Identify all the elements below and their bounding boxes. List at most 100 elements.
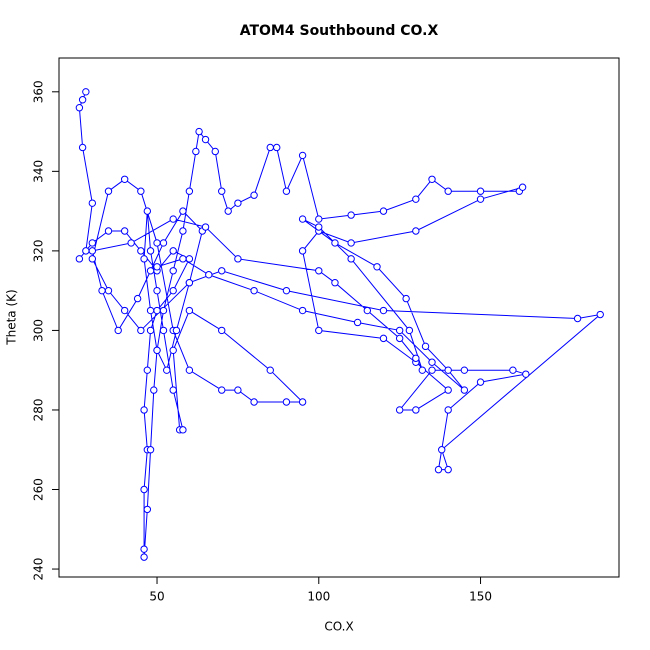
data-point bbox=[412, 354, 420, 362]
data-point bbox=[234, 199, 242, 207]
data-point bbox=[140, 485, 148, 494]
data-point bbox=[137, 187, 145, 195]
data-point bbox=[75, 255, 84, 263]
data-point bbox=[573, 314, 582, 323]
data-point bbox=[224, 207, 232, 215]
data-point bbox=[172, 326, 181, 335]
data-point bbox=[143, 366, 152, 374]
data-point bbox=[298, 398, 307, 406]
data-point bbox=[169, 215, 177, 223]
data-point bbox=[438, 446, 446, 454]
data-point bbox=[140, 545, 148, 553]
data-point bbox=[395, 406, 404, 414]
data-point bbox=[88, 199, 97, 207]
data-point bbox=[133, 294, 142, 303]
data-point bbox=[82, 247, 90, 255]
data-point bbox=[169, 386, 177, 394]
data-point bbox=[140, 553, 148, 561]
data-point bbox=[120, 175, 129, 183]
data-point bbox=[143, 505, 152, 514]
data-point bbox=[159, 326, 168, 335]
data-point bbox=[250, 286, 258, 295]
y-tick-label: 280 bbox=[32, 399, 46, 422]
data-point bbox=[298, 306, 307, 315]
data-point bbox=[363, 306, 372, 315]
data-point bbox=[395, 334, 404, 343]
data-point bbox=[250, 191, 258, 199]
data-point bbox=[460, 366, 469, 374]
x-axis-label: CO.X bbox=[324, 620, 353, 634]
data-point bbox=[82, 88, 90, 96]
x-tick-label: 100 bbox=[307, 590, 330, 604]
data-point bbox=[234, 386, 242, 394]
data-point bbox=[153, 306, 161, 315]
data-point bbox=[347, 239, 355, 247]
data-point bbox=[153, 286, 161, 295]
data-point bbox=[159, 306, 168, 315]
data-point bbox=[234, 255, 242, 263]
data-point bbox=[444, 366, 452, 374]
data-point bbox=[282, 398, 291, 406]
x-tick-label: 150 bbox=[469, 590, 492, 604]
data-point bbox=[428, 366, 436, 374]
data-point bbox=[428, 358, 436, 366]
data-point bbox=[159, 239, 168, 247]
data-point bbox=[88, 255, 97, 263]
data-point bbox=[88, 247, 97, 255]
y-axis-label: Theta (K) bbox=[5, 289, 19, 345]
data-point bbox=[460, 386, 469, 394]
data-point bbox=[163, 366, 171, 374]
data-point bbox=[522, 370, 530, 378]
data-point bbox=[88, 239, 97, 247]
data-point bbox=[150, 386, 158, 394]
data-point bbox=[169, 247, 177, 255]
data-point bbox=[127, 239, 135, 247]
data-point bbox=[185, 306, 194, 315]
data-point bbox=[169, 267, 177, 275]
data-point bbox=[195, 127, 203, 136]
data-point bbox=[266, 366, 274, 374]
data-point bbox=[373, 263, 381, 271]
data-point bbox=[315, 326, 323, 335]
data-point bbox=[250, 398, 258, 406]
data-point bbox=[104, 187, 113, 195]
x-tick-label: 50 bbox=[149, 590, 164, 604]
data-point bbox=[444, 386, 452, 394]
y-tick-label: 340 bbox=[32, 160, 46, 183]
data-point bbox=[412, 227, 420, 235]
data-point bbox=[596, 310, 604, 319]
data-point bbox=[476, 378, 485, 386]
data-point bbox=[201, 135, 210, 144]
data-point bbox=[434, 465, 443, 474]
y-tick-label: 240 bbox=[32, 558, 46, 581]
data-point bbox=[444, 187, 452, 195]
y-tick-label: 360 bbox=[32, 80, 46, 103]
data-point bbox=[185, 366, 194, 374]
data-point bbox=[298, 151, 307, 160]
data-point bbox=[298, 247, 307, 255]
chart-title: ATOM4 Southbound CO.X bbox=[240, 23, 439, 39]
data-point bbox=[104, 286, 113, 295]
data-point bbox=[185, 279, 194, 287]
data-point bbox=[347, 211, 355, 219]
data-point bbox=[114, 326, 122, 335]
data-point bbox=[153, 239, 161, 247]
data-point bbox=[428, 175, 436, 183]
data-point bbox=[315, 267, 323, 275]
data-point bbox=[75, 104, 84, 112]
data-point bbox=[218, 326, 226, 335]
data-point bbox=[444, 465, 452, 474]
y-tick-label: 320 bbox=[32, 239, 46, 262]
data-point bbox=[146, 446, 155, 454]
data-point bbox=[140, 255, 148, 263]
data-point bbox=[143, 207, 152, 215]
data-point bbox=[444, 406, 452, 414]
y-tick-label: 260 bbox=[32, 478, 46, 501]
data-point bbox=[179, 426, 187, 434]
data-point bbox=[405, 326, 414, 335]
data-point bbox=[120, 306, 129, 315]
data-point bbox=[298, 215, 307, 223]
data-point bbox=[192, 147, 200, 156]
data-point bbox=[169, 286, 177, 295]
data-point bbox=[218, 267, 226, 275]
